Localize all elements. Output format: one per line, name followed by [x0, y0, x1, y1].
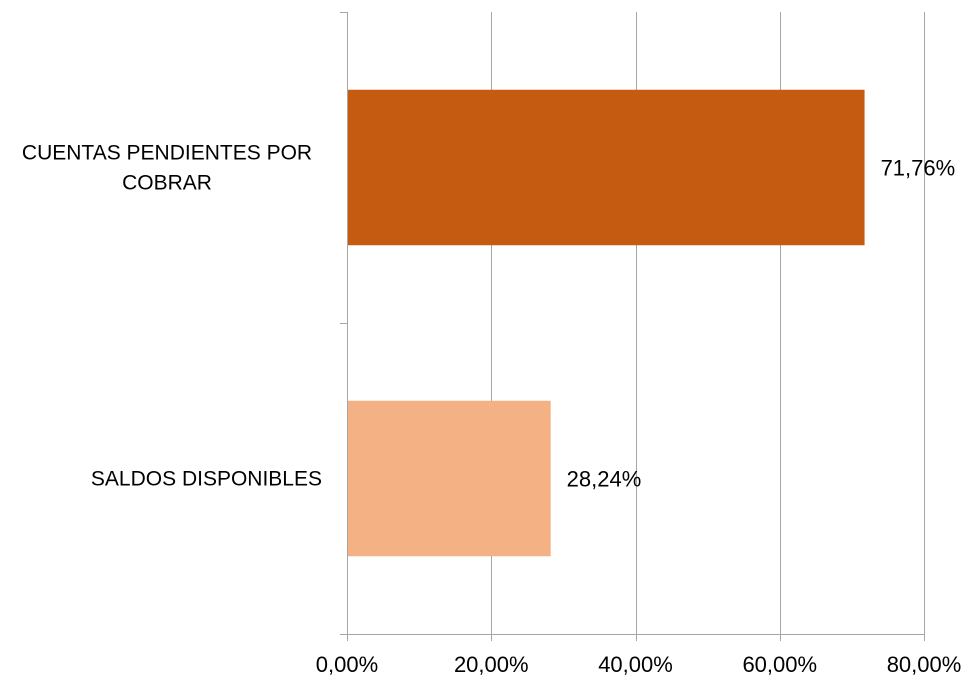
x-tick-label: 80,00% [887, 652, 962, 677]
bar [347, 400, 551, 557]
bars [347, 89, 865, 557]
category-label: CUENTAS PENDIENTES POR [22, 142, 312, 165]
data-label: 28,24% [567, 467, 642, 492]
labels: 71,76% CUENTAS PENDIENTES POR COBRAR 28,24%… [22, 142, 961, 678]
category-label: SALDOS DISPONIBLES [91, 468, 322, 491]
category-label: COBRAR [122, 172, 212, 195]
x-tick-label: 40,00% [598, 652, 673, 677]
data-label: 71,76% [881, 156, 956, 181]
axes [340, 12, 925, 641]
x-tick-label: 60,00% [742, 652, 817, 677]
x-tick-label: 20,00% [454, 652, 529, 677]
x-tick-label: 0,00% [316, 652, 378, 677]
bar [347, 89, 865, 246]
